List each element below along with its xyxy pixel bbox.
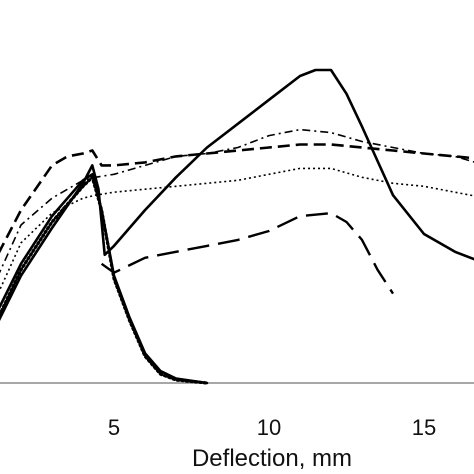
- series-line-2: [0, 173, 209, 385]
- series-line-5: [0, 143, 474, 254]
- series-line-6: [0, 128, 474, 274]
- series-line-1: [0, 68, 474, 322]
- series-layer: [0, 68, 474, 385]
- series-line-3: [0, 175, 209, 385]
- x-tick-label: 15: [412, 415, 436, 440]
- series-line-4: [100, 211, 395, 295]
- x-tick-label: 5: [108, 415, 120, 440]
- x-tick-label: 10: [257, 415, 281, 440]
- series-line-7: [0, 167, 474, 292]
- x-axis-label: Deflection, mm: [192, 445, 352, 472]
- x-tick-labels: 5 10 15: [108, 415, 436, 440]
